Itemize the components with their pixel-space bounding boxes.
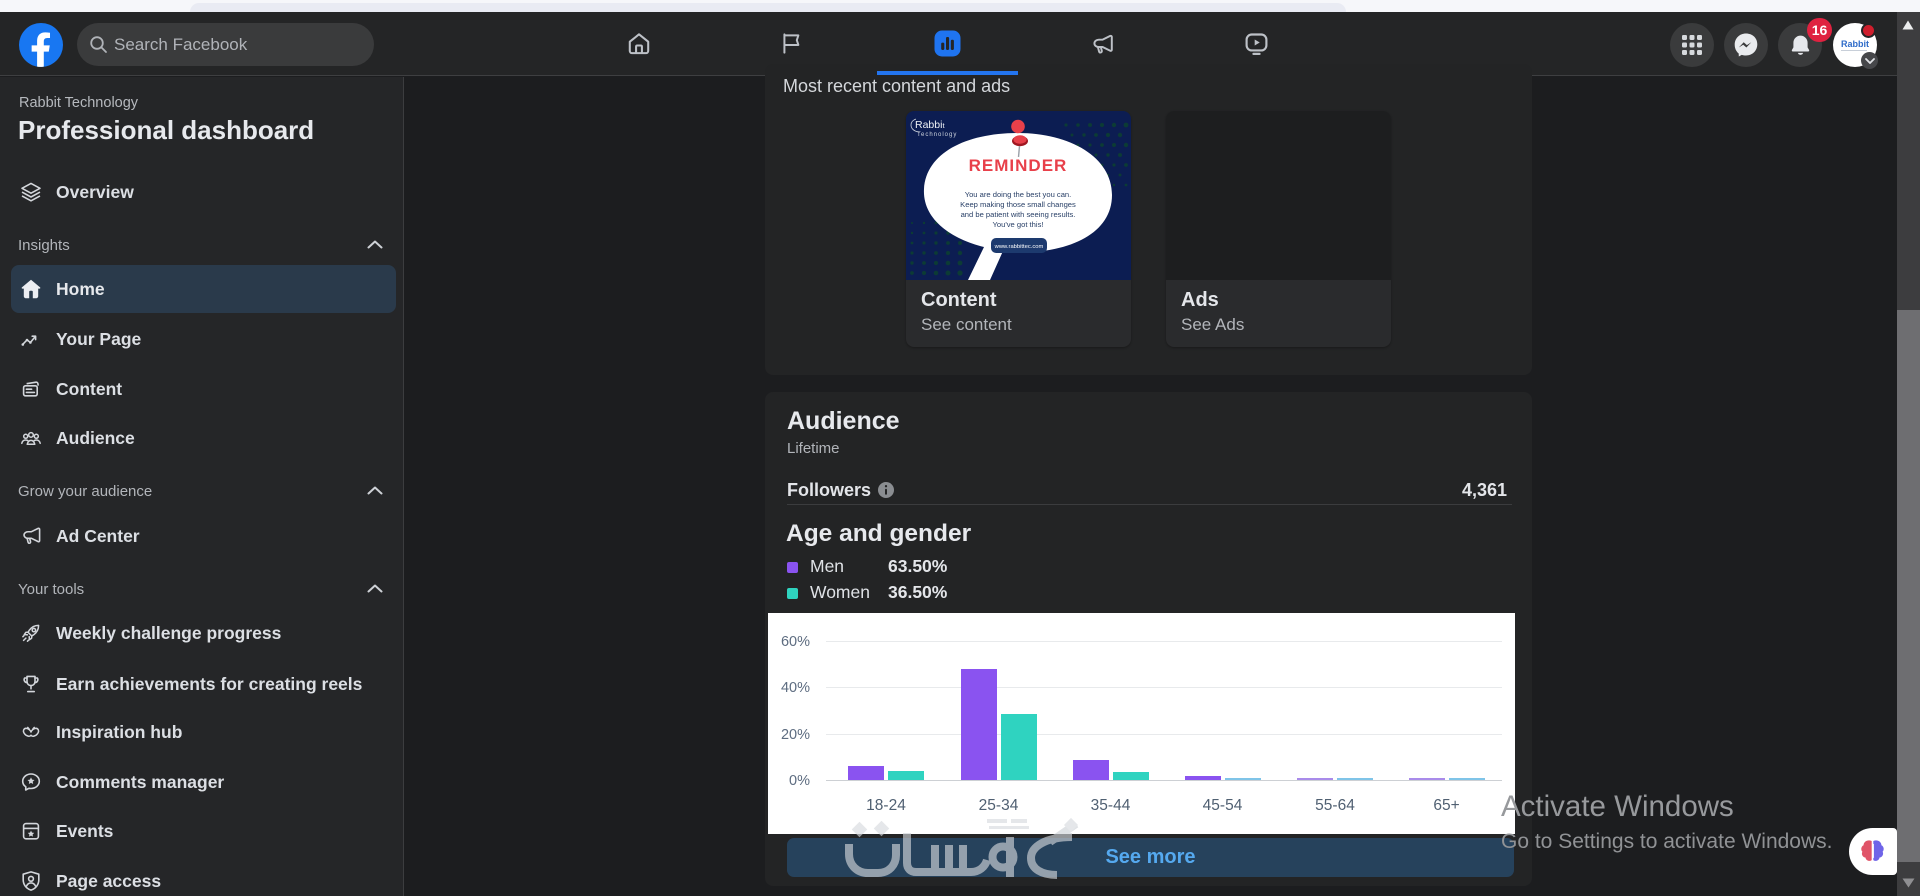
svg-text:and be patient with seeing res: and be patient with seeing results. (961, 210, 1076, 219)
svg-text:www.rabbittec.com: www.rabbittec.com (994, 244, 1044, 250)
svg-text:You are doing the best you can: You are doing the best you can. (965, 190, 1072, 199)
svg-text:Technology: Technology (917, 132, 957, 138)
svg-text:You've got this!: You've got this! (993, 220, 1044, 229)
svg-text:Rabbit: Rabbit (915, 119, 945, 131)
svg-text:REMINDER: REMINDER (969, 156, 1068, 175)
svg-text:Keep making those small change: Keep making those small changes (960, 200, 1076, 209)
